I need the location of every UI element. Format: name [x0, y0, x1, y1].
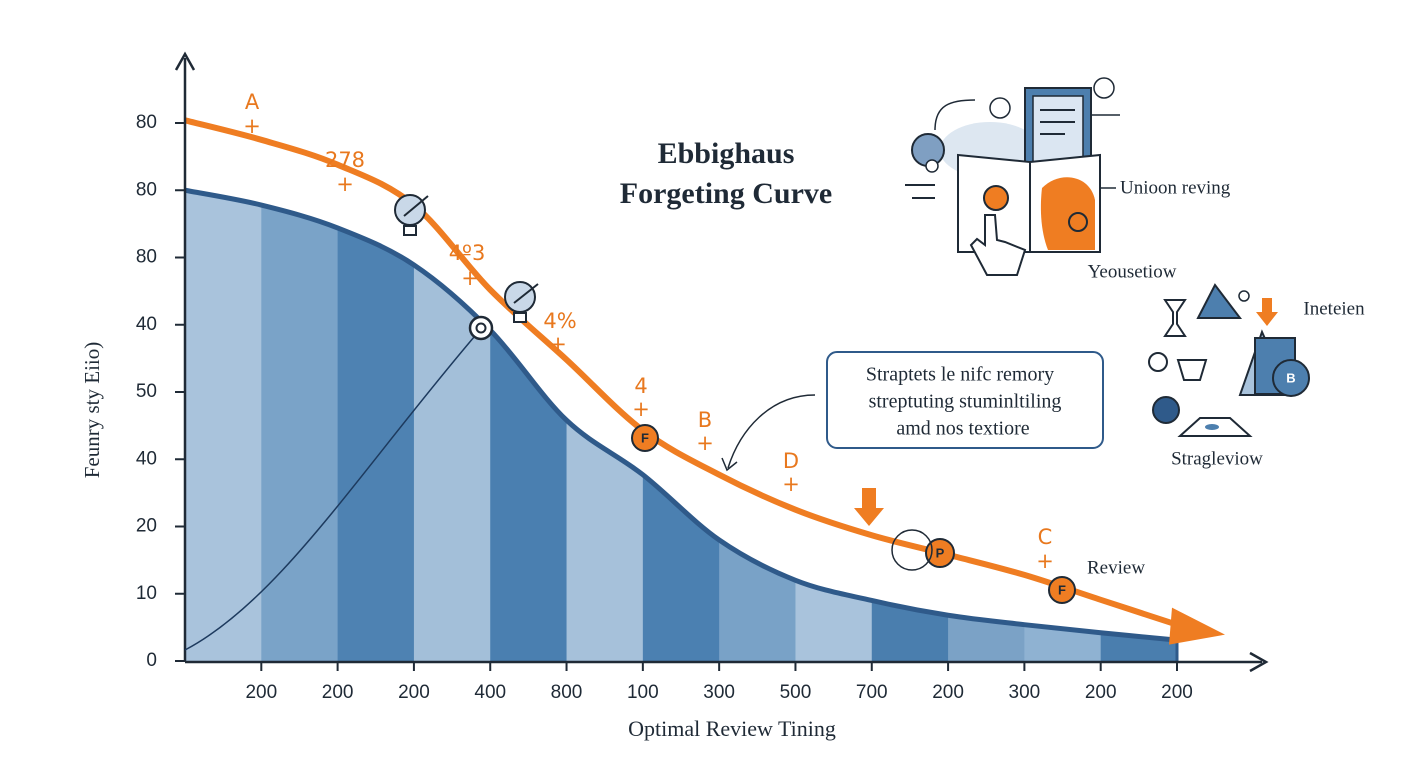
- callout-text: streptuting stuminltiling: [869, 391, 1062, 413]
- bulb-icon: [394, 194, 429, 236]
- annotation: D: [783, 449, 799, 473]
- decor-curve: [184, 329, 481, 651]
- book-illustration: [905, 77, 1120, 276]
- down-arrow: [854, 488, 884, 526]
- y-tick-label: 80: [136, 112, 157, 133]
- x-tick-label: 200: [322, 682, 354, 703]
- annotation: 4%: [543, 309, 576, 333]
- y-tick-label: 20: [136, 516, 157, 537]
- plus: +: [632, 397, 650, 421]
- plus: +: [336, 172, 354, 196]
- icon-label: Yeousetiow: [1088, 261, 1177, 282]
- marker-ring: [891, 529, 933, 571]
- stripe: [490, 190, 568, 661]
- bulb-icon: [504, 281, 539, 323]
- title: Ebbighaus: [658, 137, 795, 170]
- annotations: A + 278 + 4º3 + 4% + 4 + B + D + C +: [243, 90, 1054, 573]
- marker-circle: [925, 538, 955, 568]
- plus: +: [461, 266, 479, 290]
- marker-circle: [631, 424, 659, 452]
- y-tick-label: 10: [136, 583, 157, 604]
- title: Forgeting Curve: [620, 177, 832, 210]
- y-tick-label: 80: [136, 247, 157, 268]
- x-tick-label: 200: [1085, 682, 1117, 703]
- callout: Straptets le nifc remory streptuting stu…: [721, 351, 1104, 472]
- annotation: C: [1038, 525, 1053, 549]
- icon-label: Unioon reving: [1120, 177, 1231, 198]
- plus: +: [243, 114, 261, 138]
- y-axis-label: Feunry sty Eiio): [80, 342, 104, 479]
- annotation: 4º3: [449, 241, 486, 265]
- stripe: [413, 190, 491, 661]
- x-tick-label: 200: [932, 682, 964, 703]
- intersection-dot: [475, 322, 487, 334]
- annotation: 4: [634, 374, 647, 398]
- plus: +: [549, 332, 567, 356]
- y-axis-arrow: [174, 51, 196, 71]
- callout-text: Straptets le nifc remory: [866, 364, 1054, 386]
- stripe: [185, 190, 262, 661]
- review-arrow: [1169, 607, 1225, 645]
- y-tick-label: 40: [136, 448, 157, 469]
- x-tick-label: 200: [398, 682, 430, 703]
- x-tick-label: 400: [474, 682, 506, 703]
- marker-label: B: [1286, 370, 1295, 385]
- plus: +: [782, 472, 800, 496]
- y-tick-label: 40: [136, 314, 157, 335]
- x-tick-label: 300: [1009, 682, 1041, 703]
- y-tick-label: 50: [136, 381, 157, 402]
- annotation: B: [698, 408, 712, 432]
- x-axis-label: Optimal Review Tining: [628, 716, 836, 741]
- x-tick-label: 200: [1161, 682, 1193, 703]
- icon-label: Review: [1087, 557, 1145, 578]
- icon-label: Ineteien: [1303, 298, 1365, 319]
- plus: +: [696, 431, 714, 455]
- stripe: [261, 190, 339, 661]
- marker-label: F: [1058, 582, 1066, 597]
- y-tick-label: 80: [136, 179, 157, 200]
- icon-label: Stragleviow: [1171, 448, 1263, 469]
- callout-box: [826, 351, 1104, 449]
- callout-text: amd nos textiore: [896, 418, 1029, 440]
- annotation: A: [245, 90, 260, 114]
- x-tick-label: 200: [245, 682, 277, 703]
- markers: F P F: [631, 424, 1076, 604]
- marker-label: F: [641, 430, 649, 445]
- y-tick-label: 0: [146, 650, 157, 671]
- x-tick-label: 700: [856, 682, 888, 703]
- x-tick-label: 300: [703, 682, 735, 703]
- strategy-illustration: B: [1148, 283, 1310, 437]
- x-axis-arrow: [1249, 651, 1269, 673]
- marker-circle: [1048, 576, 1076, 604]
- callout-pointer-head: [721, 457, 738, 472]
- marker-label: P: [936, 545, 945, 560]
- x-tick-label: 500: [780, 682, 812, 703]
- intersection: [468, 315, 494, 341]
- plus: +: [1036, 549, 1054, 573]
- x-tick-label: 100: [627, 682, 659, 703]
- annotation: 278: [325, 148, 365, 172]
- retention-line: [184, 187, 1178, 643]
- x-tick-label: 800: [551, 682, 583, 703]
- callout-pointer: [727, 394, 816, 469]
